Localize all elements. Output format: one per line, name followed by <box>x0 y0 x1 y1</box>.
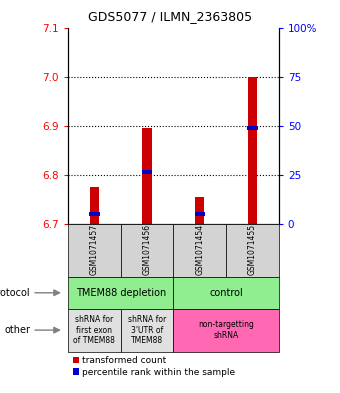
Bar <box>142 128 152 224</box>
Bar <box>68 277 173 309</box>
Bar <box>68 309 121 352</box>
Bar <box>68 224 121 277</box>
Bar <box>194 212 205 216</box>
Text: GSM1071455: GSM1071455 <box>248 224 257 275</box>
Bar <box>226 224 279 277</box>
Bar <box>173 224 226 277</box>
Bar <box>195 197 204 224</box>
Text: shRNA for
3'UTR of
TMEM88: shRNA for 3'UTR of TMEM88 <box>128 315 166 345</box>
Text: GSM1071456: GSM1071456 <box>142 224 152 275</box>
Bar <box>90 187 99 224</box>
Bar <box>121 309 173 352</box>
Text: shRNA for
first exon
of TMEM88: shRNA for first exon of TMEM88 <box>73 315 115 345</box>
Text: protocol: protocol <box>0 288 30 298</box>
Bar <box>247 126 258 130</box>
Bar <box>89 212 100 216</box>
Bar <box>173 309 279 352</box>
Bar <box>121 224 173 277</box>
Bar <box>248 77 257 224</box>
Text: non-targetting
shRNA: non-targetting shRNA <box>198 320 254 340</box>
Text: GSM1071454: GSM1071454 <box>195 224 204 275</box>
Bar <box>142 171 152 174</box>
Text: GSM1071457: GSM1071457 <box>90 224 99 275</box>
Bar <box>173 277 279 309</box>
Text: control: control <box>209 288 243 298</box>
Legend: transformed count, percentile rank within the sample: transformed count, percentile rank withi… <box>72 356 236 376</box>
Text: other: other <box>4 325 30 335</box>
Text: GDS5077 / ILMN_2363805: GDS5077 / ILMN_2363805 <box>88 10 252 23</box>
Text: TMEM88 depletion: TMEM88 depletion <box>75 288 166 298</box>
